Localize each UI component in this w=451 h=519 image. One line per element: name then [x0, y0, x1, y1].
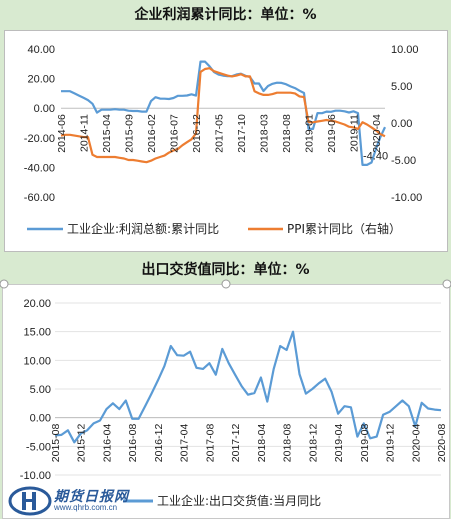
profit-chart-title: 企业利润累计同比：单位：%	[134, 7, 317, 23]
x-tick-label: 2016-08	[127, 424, 139, 463]
x-tick-label: 2017-12	[230, 424, 242, 463]
x-tick-label: 2015-09	[124, 114, 136, 153]
x-tick-label: 2019-01	[304, 114, 316, 153]
x-tick-label: 2015-12	[76, 424, 88, 463]
x-tick-label: 2017-04	[179, 424, 191, 463]
profit-legend: 工业企业:利润总额:累计同比 PPI累计同比（右轴）	[27, 221, 401, 236]
x-tick-label: 2014-11	[79, 114, 91, 152]
x-tick-label: 2014-06	[56, 114, 68, 153]
legend-label-profit: 工业企业:利润总额:累计同比	[67, 221, 219, 236]
x-tick-label: 2019-06	[326, 114, 338, 153]
y-tick-label: 10.00	[23, 355, 51, 367]
y-left-tick-label: 20.00	[27, 74, 55, 86]
y-left-tick-label: -60.00	[24, 192, 55, 204]
x-tick-label: 2017-10	[236, 114, 248, 153]
x-tick-label: 2019-11	[349, 114, 361, 152]
series-line-profit	[61, 60, 386, 166]
profit-annotation: -4.40	[363, 151, 388, 163]
export-chart: 20.00 15.00 10.00 5.00 0.00 -5.00 -10.00 2015-…	[20, 298, 448, 508]
y-tick-label: -10.00	[20, 470, 51, 482]
y-right-tick-label: 5.00	[391, 81, 412, 93]
x-tick-label: 2019-08	[359, 424, 371, 463]
y-right-tick-label: 0.00	[391, 118, 412, 130]
x-tick-label: 2016-07	[169, 114, 181, 153]
logo-name: 期货日报网	[54, 489, 129, 505]
y-right-tick-label: -5.00	[391, 155, 416, 167]
y-left-tick-label: 0.00	[34, 103, 55, 115]
profit-chart-x-ticks: 2014-06 2014-11 2015-04 2015-09 2016-02 2016-…	[56, 114, 383, 153]
legend-label-ppi: PPI累计同比（右轴）	[287, 221, 401, 236]
export-legend: 工业企业:出口交货值:当月同比	[123, 493, 321, 508]
x-tick-label: 2020-04	[371, 114, 383, 153]
series-line-ppi	[60, 67, 386, 164]
x-tick-label: 2018-08	[282, 424, 294, 463]
export-chart-lines	[54, 330, 442, 444]
x-tick-label: 2018-12	[307, 424, 319, 463]
y-tick-label: -5.00	[26, 441, 51, 453]
y-right-tick-label: -10.00	[391, 192, 422, 204]
profit-chart: 40.00 20.00 0.00 -20.00 -40.00 -60.00 10.00 5.0…	[24, 44, 422, 236]
x-tick-label: 2018-03	[259, 114, 271, 153]
x-tick-label: 2017-08	[204, 424, 216, 463]
legend-label-export: 工业企业:出口交货值:当月同比	[157, 493, 321, 508]
qhrb-logo-icon	[8, 486, 52, 516]
x-tick-label: 2015-08	[50, 424, 62, 463]
profit-chart-axes: 40.00 20.00 0.00 -20.00 -40.00 -60.00 10.00 5.0…	[24, 44, 422, 204]
export-chart-grid	[55, 302, 441, 476]
export-chart-title: 出口交货值同比：单位：%	[141, 262, 310, 278]
logo-url: www.qhrb.com.cn	[54, 503, 118, 512]
y-tick-label: 20.00	[23, 298, 51, 310]
y-tick-label: 15.00	[23, 327, 51, 339]
y-left-tick-label: -20.00	[24, 133, 55, 145]
x-tick-label: 2018-04	[256, 424, 268, 463]
x-tick-label: 2016-12	[153, 424, 165, 463]
x-tick-label: 2016-12	[191, 114, 203, 153]
y-tick-label: 5.00	[30, 384, 51, 396]
x-tick-label: 2020-04	[410, 424, 422, 463]
x-tick-label: 2016-04	[101, 424, 113, 463]
qhrb-logo: 期货日报网 www.qhrb.com.cn	[8, 486, 148, 516]
x-tick-label: 2015-04	[101, 114, 113, 153]
profit-chart-lines	[60, 60, 386, 166]
y-tick-label: 0.00	[30, 413, 51, 425]
y-left-tick-label: -40.00	[24, 162, 55, 174]
x-tick-label: 2018-08	[281, 114, 293, 153]
export-chart-panel: 20.00 15.00 10.00 5.00 0.00 -5.00 -10.00 2015-…	[2, 284, 450, 519]
x-tick-label: 2020-08	[436, 424, 448, 463]
x-tick-label: 2019-04	[333, 424, 345, 463]
export-chart-axes: 20.00 15.00 10.00 5.00 0.00 -5.00 -10.00	[20, 298, 441, 482]
y-right-tick-label: 10.00	[391, 44, 419, 56]
x-tick-label: 2019-12	[385, 424, 397, 463]
x-tick-label: 2017-05	[214, 114, 226, 153]
y-left-tick-label: 40.00	[27, 44, 55, 56]
export-chart-x-ticks: 2015-08 2015-12 2016-04 2016-08 2016-12 2017-…	[50, 424, 448, 463]
x-tick-label: 2016-02	[146, 114, 158, 153]
profit-chart-panel: 40.00 20.00 0.00 -20.00 -40.00 -60.00 10.00 5.0…	[4, 30, 448, 252]
series-line-export	[54, 330, 442, 444]
